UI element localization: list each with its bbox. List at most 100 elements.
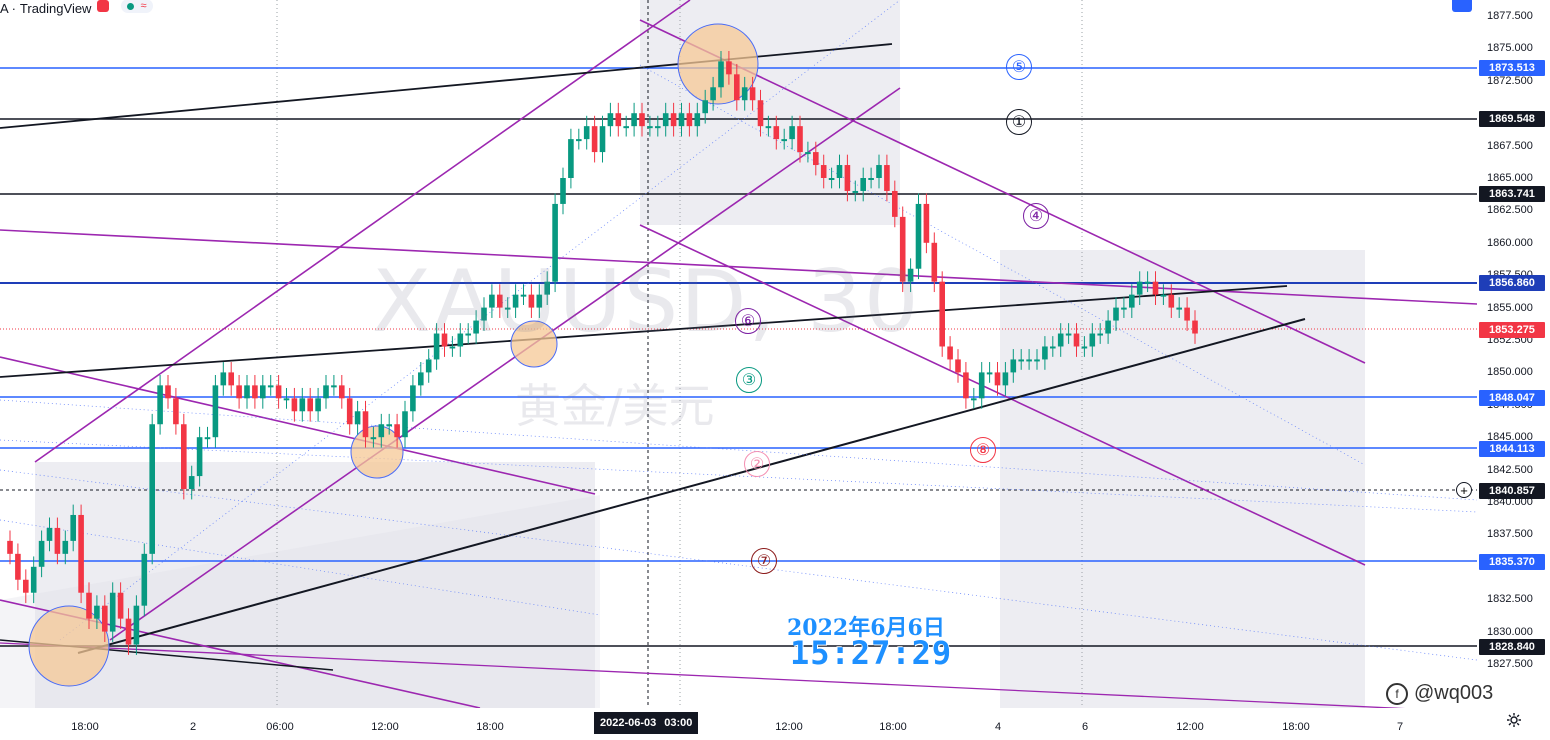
candle-body — [568, 139, 574, 178]
candle-body — [560, 178, 566, 204]
candle-body — [1097, 333, 1103, 336]
trend-line — [0, 229, 1477, 305]
settings-gear-icon[interactable] — [1506, 712, 1522, 728]
candle-body — [489, 294, 495, 308]
candle-body — [86, 592, 92, 619]
candle-body — [931, 242, 938, 282]
trend-line — [0, 285, 1288, 378]
candle-body — [631, 113, 637, 127]
add-alert-plus-icon[interactable]: + — [1456, 482, 1472, 498]
candle-body — [497, 294, 503, 308]
scroll-to-realtime-button[interactable] — [1452, 0, 1472, 12]
candle-body — [54, 527, 61, 554]
candle-body — [228, 372, 234, 386]
price-level-label: 1853.275 — [1479, 321, 1545, 338]
candle-body — [125, 618, 132, 645]
price-tick-label: 1842.500 — [1487, 463, 1533, 476]
candle-body — [971, 398, 977, 401]
price-axis[interactable]: 1877.500 1875.000 1872.500 1867.500 1865.000… — [1477, 0, 1550, 708]
candle-body — [512, 294, 519, 308]
candle-body — [315, 398, 321, 412]
channel-shade — [640, 0, 900, 225]
wave-marker-8: ⑧ — [970, 437, 996, 463]
wave-marker-3: ③ — [736, 367, 762, 393]
trend-line — [0, 356, 596, 495]
candle-body — [102, 605, 108, 632]
candle-body — [1136, 281, 1143, 295]
candle-body — [323, 385, 329, 399]
wave-marker-2: ② — [744, 451, 770, 477]
candle-body — [109, 592, 116, 632]
candle-body — [694, 113, 701, 127]
price-tick-label: 1837.500 — [1487, 528, 1533, 541]
price-level-label: 1856.860 — [1479, 275, 1545, 292]
candle-body — [62, 540, 69, 554]
candle-body — [331, 385, 337, 388]
candle-body — [797, 126, 803, 153]
candle-body — [30, 566, 37, 593]
candle-body — [765, 126, 772, 129]
candle-body — [394, 424, 400, 438]
candle-body — [291, 398, 298, 412]
candle-body — [1160, 294, 1167, 297]
candle-body — [749, 87, 756, 101]
candle-body — [433, 333, 440, 360]
candle-body — [1073, 333, 1080, 347]
price-tick-label: 1875.000 — [1487, 42, 1533, 55]
guide-line — [0, 439, 1477, 513]
wave-marker-5: ⑤ — [1006, 54, 1032, 80]
candle-body — [860, 178, 866, 191]
candle-body — [599, 126, 606, 153]
candle-body — [181, 424, 187, 490]
price-chart-canvas[interactable] — [0, 0, 1477, 708]
candle-body — [386, 424, 392, 427]
trend-line — [77, 318, 1306, 654]
channel-shade — [0, 495, 600, 708]
candle-body — [481, 307, 487, 321]
author-handle: @wq003 — [1414, 682, 1494, 704]
candle-body — [425, 359, 432, 373]
candle-body — [1081, 346, 1088, 349]
candle-body — [520, 294, 527, 297]
candle-body — [1026, 359, 1032, 362]
candle-body — [378, 424, 385, 438]
time-tick-label: 18:00 — [1282, 721, 1310, 733]
instrument-name-watermark: 黄金/美元 — [515, 379, 715, 433]
candle-body — [718, 61, 724, 88]
symbol-fragment[interactable]: A · — [0, 0, 16, 16]
candle-body — [1144, 281, 1151, 284]
candle-body — [536, 294, 543, 308]
wave-marker-7: ⑦ — [751, 548, 777, 574]
price-tick-label: 1855.000 — [1487, 301, 1533, 314]
trend-line — [639, 224, 1366, 566]
candle-body — [410, 385, 416, 412]
candle-body — [141, 553, 148, 606]
red-square-icon[interactable] — [97, 0, 110, 12]
candle-body — [339, 385, 345, 399]
candle-body — [283, 398, 290, 401]
price-level-label: 1873.513 — [1479, 59, 1545, 76]
candle-body — [457, 333, 464, 347]
guide-line — [0, 469, 1477, 661]
candle-body — [868, 178, 874, 180]
candle-body — [38, 540, 45, 567]
candle-body — [757, 100, 764, 127]
chart-header: A · TradingView ≈ — [0, 0, 153, 16]
time-tick-label: 12:00 — [371, 721, 399, 733]
candle-body — [892, 190, 898, 217]
candle-body — [1184, 307, 1190, 321]
market-status-pill[interactable]: ≈ — [121, 0, 153, 13]
candle-body — [473, 320, 479, 334]
candle-body — [212, 385, 219, 438]
crosshair-date: 2022-06-03 — [600, 717, 657, 729]
candle-body — [1034, 359, 1040, 362]
time-axis[interactable]: 2022-06-03 03:00 18:00 2 06:00 12:00 18:00 12… — [0, 708, 1477, 740]
candle-body — [1050, 346, 1056, 349]
candle-body — [165, 385, 171, 399]
candle-body — [1065, 333, 1072, 336]
weibo-logo-icon: f — [1386, 682, 1408, 705]
candle-body — [1129, 294, 1135, 308]
candle-body — [504, 307, 511, 310]
time-stamp: 15:27:29 — [790, 634, 953, 672]
